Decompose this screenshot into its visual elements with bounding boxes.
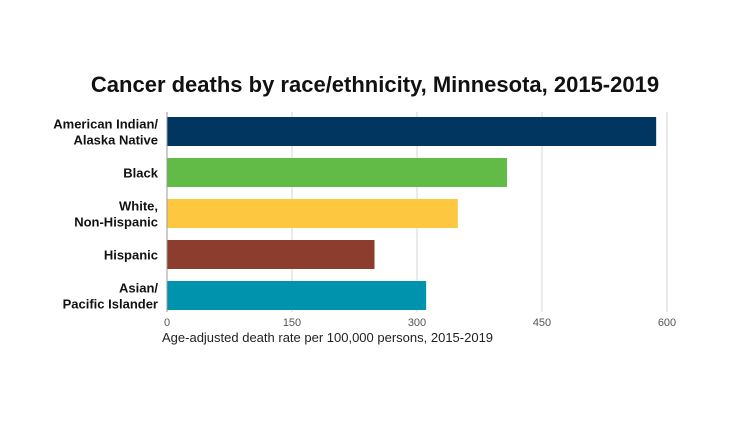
- category-label: American Indian/: [53, 117, 158, 132]
- category-label: Pacific Islander: [63, 297, 158, 312]
- category-label: White,: [119, 199, 158, 214]
- category-label: Alaska Native: [73, 133, 158, 148]
- x-tick-label: 300: [408, 317, 426, 329]
- x-tick-label: 0: [164, 317, 170, 329]
- bar-3: [167, 240, 375, 269]
- x-tick-label: 150: [283, 317, 301, 329]
- bar-0: [167, 117, 657, 146]
- x-tick-label: 600: [658, 317, 676, 329]
- chart-title: Cancer deaths by race/ethnicity, Minneso…: [90, 72, 660, 97]
- category-label: Non-Hispanic: [74, 215, 158, 230]
- bar-1: [167, 158, 507, 187]
- bar-2: [167, 199, 458, 228]
- category-label: Black: [123, 166, 158, 181]
- x-axis-label: Age-adjusted death rate per 100,000 pers…: [162, 330, 494, 345]
- x-tick-label: 450: [533, 317, 551, 329]
- category-label: Asian/: [119, 281, 158, 296]
- category-label: Hispanic: [104, 248, 158, 263]
- bar-4: [167, 281, 427, 310]
